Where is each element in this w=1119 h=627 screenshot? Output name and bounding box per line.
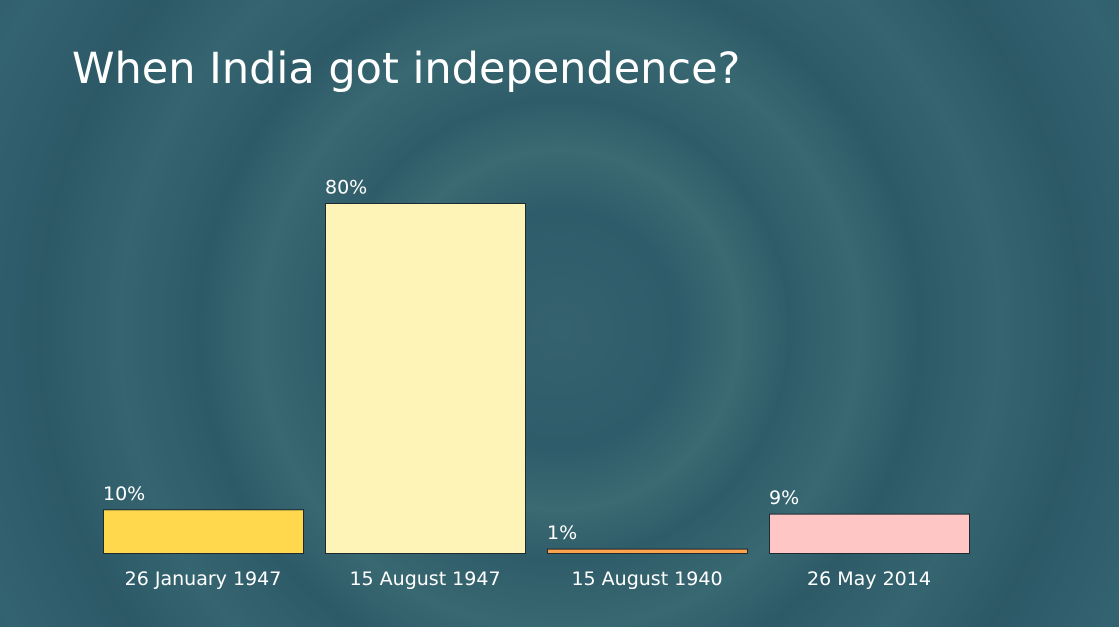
bar-2	[325, 203, 526, 554]
category-label-1: 26 January 1947	[125, 568, 282, 590]
value-label-2: 80%	[325, 177, 367, 199]
category-label-2: 15 August 1947	[349, 568, 500, 590]
bar-4	[769, 513, 970, 554]
value-label-3: 1%	[547, 522, 577, 544]
value-label-4: 9%	[769, 487, 799, 509]
value-label-1: 10%	[103, 483, 145, 505]
category-label-4: 26 May 2014	[807, 568, 931, 590]
bar-1	[103, 509, 304, 554]
category-label-3: 15 August 1940	[571, 568, 722, 590]
chart-title: When India got independence?	[72, 44, 741, 94]
bar-3	[547, 548, 748, 554]
